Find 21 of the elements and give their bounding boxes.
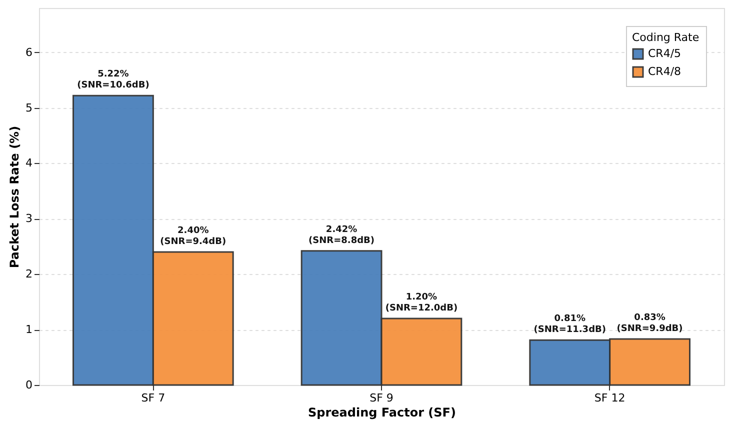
x-tick-label: SF 7 — [141, 392, 166, 404]
legend-label: CR4/8 — [648, 65, 682, 78]
legend-label: CR4/5 — [648, 47, 682, 60]
y-tick-label: 5 — [26, 101, 32, 114]
x-axis-title: Spreading Factor (SF) — [308, 406, 456, 420]
y-tick-label: 6 — [26, 46, 32, 59]
data-label: 2.42% (SNR=8.8dB) — [308, 224, 375, 246]
x-tick-label: SF 9 — [370, 392, 394, 404]
data-label: 5.22% (SNR=10.6dB) — [77, 70, 150, 91]
y-tick-label: 3 — [26, 212, 32, 226]
y-tick-label: 2 — [26, 268, 32, 281]
data-label: 1.20% (SNR=12.0dB) — [385, 292, 458, 314]
y-tick-label: 1 — [26, 323, 32, 336]
data-label: 2.40% (SNR=9.4dB) — [160, 226, 226, 247]
data-label: 0.81% (SNR=11.3dB) — [534, 314, 606, 336]
y-axis-title: Packet Loss Rate (%) — [8, 126, 22, 268]
data-label: 0.83% (SNR=9.9dB) — [616, 312, 683, 334]
x-tick-label: SF 12 — [594, 392, 626, 404]
y-tick-label: 4 — [26, 156, 32, 170]
legend-title: Coding Rate — [632, 31, 700, 44]
y-tick-label: 0 — [26, 378, 32, 392]
